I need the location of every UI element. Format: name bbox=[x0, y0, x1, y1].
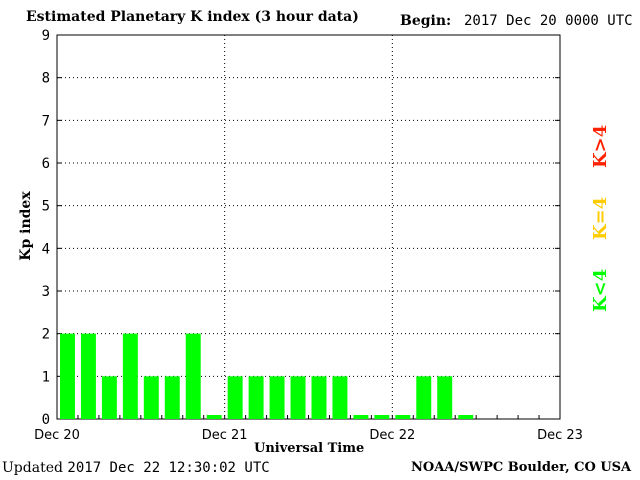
updated-label: Updated bbox=[2, 460, 63, 476]
begin-label: Begin: bbox=[400, 13, 452, 29]
kp-bar bbox=[185, 333, 201, 419]
kp-bar bbox=[227, 376, 243, 419]
x-tick-label: Dec 20 bbox=[34, 428, 80, 443]
kp-bar bbox=[395, 415, 411, 419]
kp-bar bbox=[164, 376, 180, 419]
source-credit: NOAA/SWPC Boulder, CO USA bbox=[411, 460, 632, 475]
y-tick-label: 9 bbox=[42, 28, 50, 44]
kp-bar bbox=[248, 376, 264, 419]
kp-bar bbox=[60, 333, 75, 419]
kp-bar bbox=[416, 376, 432, 419]
y-tick-label: 3 bbox=[42, 284, 50, 300]
updated-value: 2017 Dec 22 12:30:02 UTC bbox=[67, 460, 270, 476]
legend-k-greater-4: K>4 bbox=[590, 124, 611, 168]
y-axis-label: Kp index bbox=[18, 191, 34, 261]
x-axis-label: Universal Time bbox=[254, 441, 365, 456]
kp-bar bbox=[122, 333, 138, 419]
kp-bar bbox=[437, 376, 453, 419]
x-tick-label: Dec 23 bbox=[537, 428, 583, 443]
y-tick-label: 8 bbox=[42, 71, 50, 87]
kp-bar bbox=[458, 415, 474, 419]
kp-bar bbox=[80, 333, 96, 419]
y-tick-label: 1 bbox=[42, 369, 50, 385]
kp-bar bbox=[353, 415, 369, 419]
y-tick-label: 4 bbox=[42, 241, 50, 257]
x-tick-label: Dec 21 bbox=[202, 428, 248, 443]
y-tick-label: 5 bbox=[42, 199, 50, 215]
kp-bar bbox=[101, 376, 117, 419]
updated-timestamp: Updated 2017 Dec 22 12:30:02 UTC bbox=[2, 460, 270, 476]
kp-bar bbox=[374, 415, 390, 419]
kp-bar bbox=[290, 376, 306, 419]
y-tick-label: 7 bbox=[42, 113, 50, 129]
kp-bar bbox=[269, 376, 285, 419]
y-tick-label: 6 bbox=[42, 156, 50, 172]
y-tick-label: 0 bbox=[42, 412, 50, 428]
legend-k-less-4: K<4 bbox=[590, 268, 611, 312]
kp-bar bbox=[332, 376, 348, 419]
x-tick-label: Dec 22 bbox=[369, 428, 415, 443]
legend-k-equal-4: K=4 bbox=[590, 196, 611, 240]
begin-value: 2017 Dec 20 0000 UTC bbox=[464, 13, 633, 29]
kp-bar bbox=[143, 376, 159, 419]
kp-bar bbox=[311, 376, 327, 419]
chart-title: Estimated Planetary K index (3 hour data… bbox=[26, 9, 359, 25]
y-tick-label: 2 bbox=[42, 327, 50, 343]
kp-bar bbox=[206, 415, 222, 419]
